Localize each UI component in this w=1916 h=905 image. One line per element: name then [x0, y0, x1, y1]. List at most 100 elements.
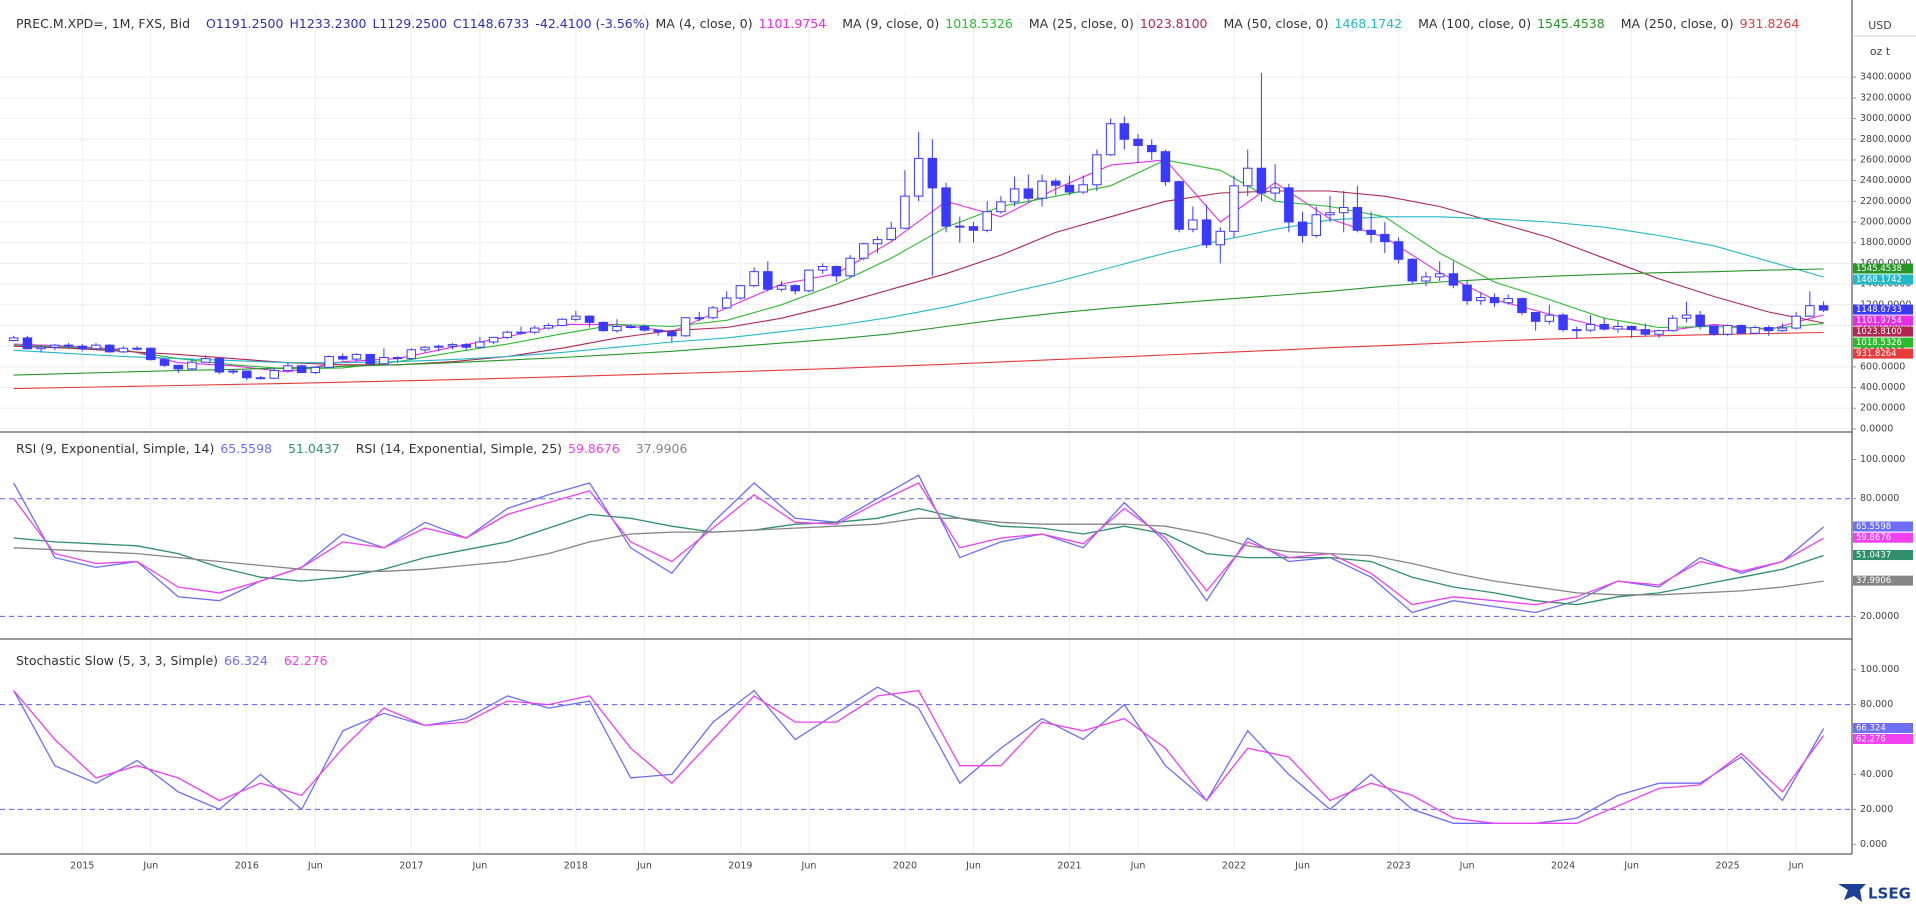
currency: USD — [1868, 19, 1892, 32]
x-tick-label: Jun — [1623, 861, 1639, 872]
legend-value: 931.8264 — [1739, 16, 1800, 31]
value-tag — [1853, 575, 1913, 586]
candle-body — [749, 271, 759, 287]
candle-body — [1146, 144, 1157, 153]
candle-body — [1297, 221, 1308, 236]
legend-name: MA (100, close, 0) — [1418, 16, 1532, 31]
value-tag — [1853, 337, 1913, 348]
y-tick-label: 2200.0000 — [1860, 196, 1911, 207]
legend-value: 1101.9754 — [758, 16, 827, 31]
candle-body — [1393, 241, 1404, 260]
candle-body — [817, 266, 828, 271]
candle-body — [50, 344, 60, 348]
value-tag — [1853, 532, 1913, 543]
value-tag-label: 1468.1742 — [1856, 275, 1902, 285]
candle-body — [1736, 324, 1747, 334]
legend-value: 62.276 — [283, 653, 328, 668]
candle-body — [406, 349, 417, 360]
value-tag-label: 1101.9754 — [1856, 316, 1902, 326]
candle-body — [639, 326, 650, 331]
value-tag-label: 59.8676 — [1856, 533, 1891, 543]
candle-body — [996, 201, 1006, 213]
x-tick-label: Jun — [965, 861, 981, 872]
candle-body — [900, 195, 910, 229]
ohlc-value: O1191.2500 — [206, 16, 284, 31]
candle-body — [1805, 305, 1815, 317]
y-tick-label: 0.0000 — [1860, 423, 1893, 434]
candle-body — [1023, 188, 1034, 199]
candle-body — [296, 365, 307, 374]
candle-body — [146, 347, 156, 361]
candle-body — [434, 345, 444, 348]
candle-body — [1654, 330, 1664, 335]
candle-body — [955, 225, 965, 228]
value-tag — [1853, 550, 1913, 561]
candle-body — [269, 369, 279, 379]
y-tick-label: 1600.0000 — [1860, 258, 1911, 269]
candle-body — [310, 366, 321, 374]
indicator-line — [13, 216, 1824, 364]
value-tag-label: 51.0437 — [1856, 551, 1891, 561]
x-tick-label: Jun — [307, 861, 323, 872]
candle-body — [1709, 325, 1719, 335]
candle-body — [1572, 329, 1582, 332]
candle-body — [132, 347, 142, 350]
indicator-line — [13, 331, 1824, 390]
candle-body — [845, 257, 855, 277]
legend-value: 66.324 — [224, 653, 268, 668]
candle-body — [1640, 329, 1651, 335]
stochastic-legend: Stochastic Slow (5, 3, 3, Simple) 66.324 6… — [16, 653, 344, 668]
legend-value: 1023.8100 — [1139, 16, 1208, 31]
candle-body — [1380, 233, 1390, 243]
candle-body — [420, 346, 430, 351]
candle-body — [1750, 327, 1760, 334]
candle-body — [1105, 123, 1116, 156]
candle-body — [680, 317, 691, 337]
candle-body — [338, 356, 348, 360]
candle-body — [1037, 180, 1047, 199]
value-tag-label: 1018.5326 — [1856, 338, 1902, 348]
candle-body — [516, 331, 526, 334]
candle-body — [1626, 326, 1637, 331]
x-tick-label: Jun — [142, 861, 158, 872]
x-tick-label: 2021 — [1057, 861, 1081, 872]
candle-body — [721, 297, 732, 309]
value-tag — [1853, 521, 1913, 532]
candle-body — [1681, 314, 1692, 319]
candle-body — [571, 315, 581, 320]
x-tick-label: 2018 — [564, 861, 588, 872]
candle-body — [159, 359, 170, 366]
candle-body — [612, 326, 622, 332]
candle-body — [859, 243, 869, 259]
candle-body — [1338, 207, 1349, 214]
candle-body — [1188, 219, 1198, 230]
candle-body — [1311, 214, 1322, 236]
candle-body — [1201, 219, 1212, 246]
value-tag-label: 62.276 — [1856, 734, 1886, 744]
candle-body — [1284, 187, 1294, 223]
x-tick-label: Jun — [1130, 861, 1146, 872]
y-tick-label: 3000.0000 — [1860, 113, 1911, 124]
candle-body — [488, 336, 499, 343]
legend-value: 1468.1742 — [1334, 16, 1403, 31]
indicator-line — [13, 474, 1825, 614]
y-tick-label: 100.0000 — [1860, 454, 1905, 465]
unit: oz t — [1870, 45, 1891, 58]
candle-body — [447, 344, 458, 347]
y-tick-label: 400.0000 — [1860, 382, 1905, 393]
candle-body — [1613, 326, 1623, 330]
candle-body — [529, 327, 540, 333]
legend-value: 59.8676 — [568, 441, 620, 456]
x-tick-label: 2022 — [1222, 861, 1246, 872]
candle-body — [1777, 327, 1788, 332]
candle-body — [118, 347, 129, 353]
y-tick-label: 80.0000 — [1860, 493, 1899, 504]
candle-body — [941, 187, 951, 227]
candle-body — [927, 157, 938, 189]
x-tick-label: 2015 — [70, 861, 94, 872]
candle-body — [598, 321, 609, 332]
candle-body — [187, 361, 197, 370]
value-tag-label: 1545.4538 — [1856, 264, 1902, 274]
candle-body — [886, 227, 896, 241]
value-tag — [1853, 263, 1913, 274]
